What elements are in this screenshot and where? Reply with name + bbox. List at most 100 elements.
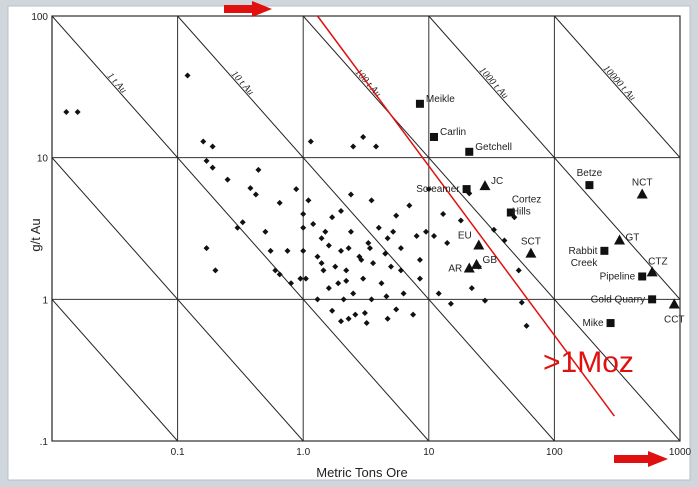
data-point [310, 221, 317, 228]
data-point [447, 300, 454, 307]
data-point [435, 290, 442, 297]
data-point [515, 267, 522, 274]
data-point [382, 250, 389, 257]
deposit-label: SCT [521, 237, 541, 248]
contour-line-1 [52, 156, 304, 441]
data-point [523, 322, 530, 329]
data-point [332, 263, 339, 270]
data-point [224, 176, 231, 183]
deposit-marker-triangle [646, 266, 658, 277]
arrow-icon-top [224, 1, 272, 17]
data-point [200, 138, 207, 145]
data-point [345, 315, 352, 322]
data-point [203, 157, 210, 164]
deposit-label: Pipeline [600, 271, 636, 282]
data-point [345, 245, 352, 252]
data-point [368, 296, 375, 303]
data-point [360, 275, 367, 282]
data-point [457, 217, 464, 224]
data-point [325, 242, 332, 249]
data-point [293, 186, 300, 193]
data-point [406, 202, 413, 209]
data-point [276, 271, 283, 278]
contour-line-2 [52, 16, 430, 441]
data-point [63, 109, 70, 116]
deposit-label: Rabbit Creek [568, 246, 598, 269]
data-point [209, 143, 216, 150]
data-point [416, 256, 423, 263]
x-tick-label: 100 [546, 447, 563, 458]
contour-line-3 [177, 16, 555, 441]
contour-line-5 [428, 16, 680, 301]
data-point [262, 228, 269, 235]
x-tick-label: 1000 [669, 447, 692, 458]
data-point [318, 260, 325, 267]
data-point [440, 211, 447, 218]
data-point [350, 143, 357, 150]
deposit-label: CCT [664, 314, 685, 325]
data-point [276, 199, 283, 206]
deposit-marker-triangle [479, 180, 491, 191]
data-point [297, 275, 304, 282]
x-tick-label: 1.0 [296, 447, 310, 458]
data-point [252, 191, 259, 198]
data-point [343, 277, 350, 284]
data-point [212, 267, 219, 274]
arrow-icon-bottom [614, 451, 668, 467]
deposit-marker-triangle [636, 188, 648, 199]
data-point [383, 293, 390, 300]
data-point [365, 239, 372, 246]
y-tick-label: 10 [37, 154, 49, 165]
data-point [239, 219, 246, 226]
data-point [410, 311, 417, 318]
deposit-marker-triangle [463, 262, 475, 273]
deposit-label: Mike [582, 318, 604, 329]
data-point [352, 311, 359, 318]
deposit-label: GB [483, 255, 498, 266]
contour-lines [52, 16, 680, 441]
deposit-label: NCT [632, 177, 653, 188]
data-point [373, 143, 380, 150]
y-axis-label: g/t Au [28, 218, 43, 251]
data-point [358, 256, 365, 263]
data-point [284, 247, 291, 254]
data-point [360, 133, 367, 140]
y-tick-label: .1 [40, 437, 49, 448]
data-point [384, 235, 391, 242]
contour-line-0 [52, 298, 178, 441]
threshold-label: >1Moz [543, 346, 634, 379]
deposit-marker-square [648, 295, 657, 304]
data-point [267, 247, 274, 254]
x-tick-label: 10 [423, 447, 435, 458]
data-point [338, 247, 345, 254]
data-point [325, 285, 332, 292]
contour-line-6 [554, 16, 680, 159]
data-point [350, 290, 357, 297]
data-point [320, 267, 327, 274]
deposit-label: Screamer [416, 184, 460, 195]
data-point [300, 224, 307, 231]
data-point [338, 318, 345, 325]
data-point [329, 307, 336, 314]
data-point [203, 245, 210, 252]
deposit-label: Getchell [475, 142, 512, 153]
data-point [423, 228, 430, 235]
deposit-label: GT [626, 233, 640, 244]
data-point [314, 253, 321, 260]
data-point [390, 228, 397, 235]
deposit-marker-square [506, 208, 515, 217]
data-point [340, 296, 347, 303]
deposit-marker-square [600, 246, 609, 255]
data-point [305, 197, 312, 204]
deposit-label: AR [448, 264, 462, 275]
data-point [300, 211, 307, 218]
data-point [501, 237, 508, 244]
data-point [490, 226, 497, 233]
y-tick-labels: 100 10 1 .1 [31, 12, 48, 448]
deposit-marker-square [429, 132, 438, 141]
deposit-label: CTZ [648, 256, 667, 267]
data-point [368, 197, 375, 204]
data-point [247, 185, 254, 192]
data-point [338, 208, 345, 215]
